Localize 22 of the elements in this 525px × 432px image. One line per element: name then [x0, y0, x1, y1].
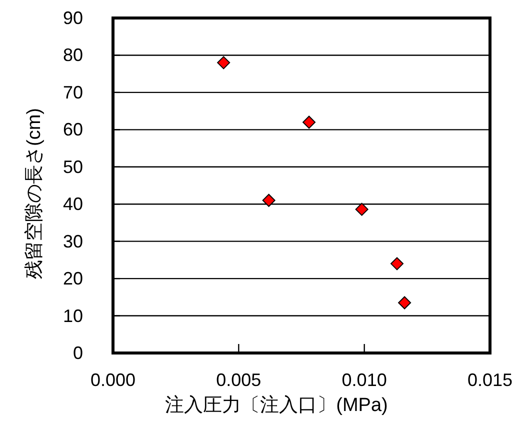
point: [217, 56, 230, 70]
x-axis-title: 注入圧力〔注入口〕(MPa): [165, 394, 388, 416]
point: [262, 194, 276, 207]
x-tick-label: 0.000: [90, 370, 136, 390]
x-tick-label: 0.015: [467, 370, 513, 390]
point: [302, 116, 316, 129]
point: [398, 296, 412, 310]
y-tick-label: 90: [62, 8, 83, 28]
y-tick-label: 80: [62, 45, 83, 66]
point: [390, 257, 404, 270]
y-tick-label: 60: [62, 120, 83, 140]
y-tick-label: 70: [62, 82, 83, 102]
y-tick-label: 10: [62, 306, 83, 326]
x-tick-label: 0.010: [342, 370, 387, 390]
y-tick-label: 40: [62, 194, 83, 214]
y-tick-label: 20: [62, 268, 83, 289]
y-tick-label: 0: [72, 343, 83, 363]
x-tick-label: 0.005: [216, 370, 262, 390]
y-tick-label: 30: [62, 231, 83, 252]
point: [355, 202, 368, 216]
y-axis-title: 残留空隙の長さ(cm): [23, 108, 45, 279]
y-tick-label: 50: [62, 156, 83, 177]
